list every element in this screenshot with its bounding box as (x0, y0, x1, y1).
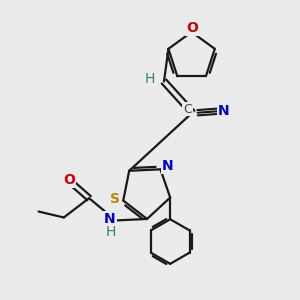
Text: N: N (162, 159, 174, 173)
Text: O: O (63, 173, 75, 187)
Text: H: H (145, 72, 155, 86)
Text: S: S (110, 192, 120, 206)
Text: N: N (218, 104, 230, 118)
Text: N: N (104, 212, 116, 226)
Text: H: H (105, 225, 116, 239)
Text: C: C (183, 103, 192, 116)
Text: O: O (186, 21, 198, 35)
